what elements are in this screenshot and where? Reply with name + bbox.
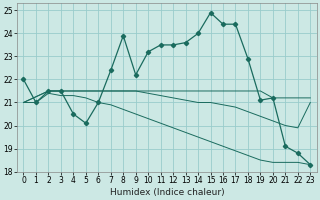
X-axis label: Humidex (Indice chaleur): Humidex (Indice chaleur): [109, 188, 224, 197]
